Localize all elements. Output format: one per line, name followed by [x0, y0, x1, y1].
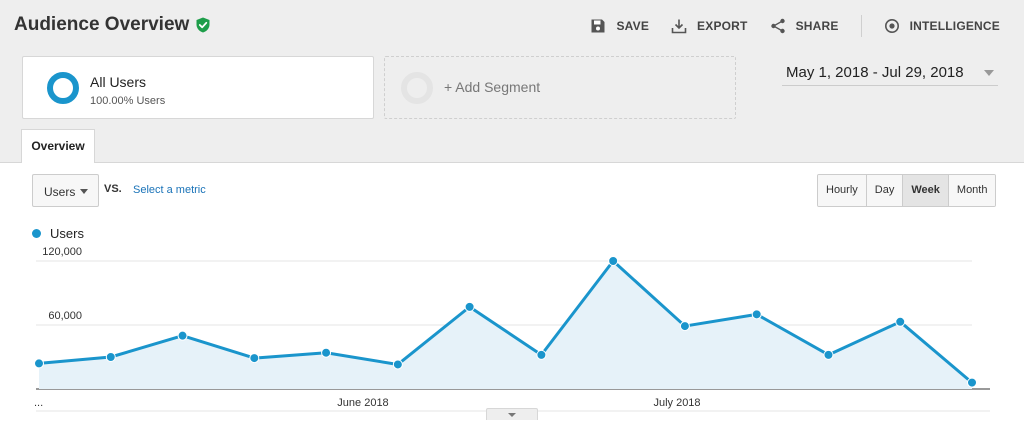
share-icon — [770, 18, 785, 34]
actions-divider — [860, 15, 862, 37]
data-point — [895, 316, 906, 327]
metric-dropdown[interactable]: Users — [32, 174, 99, 207]
share-label: SHARE — [795, 19, 839, 33]
y-tick-label: 120,000 — [42, 246, 82, 258]
granularity-toggle: Hourly Day Week Month — [817, 174, 997, 207]
data-point — [679, 321, 690, 332]
add-segment-label: + Add Segment — [444, 79, 541, 95]
tab-overview[interactable]: Overview — [21, 129, 95, 163]
data-point — [177, 330, 188, 341]
x-tick-label: ... — [34, 397, 43, 409]
export-icon — [671, 19, 687, 34]
y-tick-label: 60,000 — [48, 310, 82, 322]
data-point — [34, 358, 44, 369]
segment-ring-icon — [47, 72, 79, 104]
chevron-down-icon — [984, 70, 994, 76]
export-button[interactable]: EXPORT — [671, 18, 748, 34]
save-icon — [591, 19, 605, 33]
save-button[interactable]: SAVE — [590, 18, 649, 34]
data-point — [105, 352, 116, 362]
granularity-day[interactable]: Day — [865, 175, 903, 206]
data-point — [249, 353, 260, 364]
segment-name: All Users — [90, 74, 147, 90]
users-series-line — [38, 259, 973, 384]
export-label: EXPORT — [697, 19, 748, 33]
intelligence-label: INTELLIGENCE — [909, 19, 1000, 33]
legend-dot — [32, 229, 41, 238]
overview-panel: Users VS. Select a metric Hourly Day Wee… — [0, 162, 1024, 435]
page-title-text: Audience Overview — [14, 14, 190, 35]
share-button[interactable]: SHARE — [770, 18, 839, 34]
data-point — [464, 301, 475, 312]
granularity-month[interactable]: Month — [947, 175, 996, 206]
data-point — [751, 309, 762, 320]
chart-expand-handle[interactable] — [486, 408, 538, 420]
intelligence-icon — [884, 19, 899, 33]
report-actions: SAVE EXPORT SHARE INTELLIGENCE — [568, 15, 1000, 37]
data-point — [823, 349, 834, 360]
page-title: Audience Overview — [14, 14, 211, 36]
vs-label: VS. — [104, 183, 122, 195]
verified-shield-icon — [196, 17, 210, 33]
data-point — [967, 377, 977, 388]
page-header: Audience Overview SAVE EXPORT — [0, 0, 1024, 50]
x-tick-label: July 2018 — [653, 397, 700, 409]
x-tick-label: June 2018 — [337, 397, 388, 409]
select-metric-link[interactable]: Select a metric — [133, 184, 206, 196]
intelligence-button[interactable]: INTELLIGENCE — [884, 18, 1000, 34]
users-line-chart: 60,000 120,000... June 2018 July 2018 — [34, 246, 990, 412]
chart-legend: Users — [32, 226, 84, 241]
data-point — [392, 359, 403, 370]
metric-dropdown-value: Users — [44, 185, 76, 199]
add-segment-button[interactable]: + Add Segment — [384, 56, 736, 119]
expand-arrow-icon — [508, 413, 516, 417]
data-point — [536, 349, 547, 360]
date-range-picker[interactable]: May 1, 2018 - Jul 29, 2018 — [782, 62, 998, 86]
granularity-hourly[interactable]: Hourly — [818, 175, 866, 206]
granularity-week[interactable]: Week — [902, 175, 948, 206]
legend-label: Users — [50, 226, 84, 241]
dropdown-caret-icon — [80, 189, 88, 194]
date-range-text: May 1, 2018 - Jul 29, 2018 — [786, 64, 964, 81]
segment-all-users[interactable]: All Users 100.00% Users — [22, 56, 374, 119]
segment-detail: 100.00% Users — [90, 95, 166, 107]
data-point — [321, 347, 332, 358]
save-label: SAVE — [616, 19, 650, 33]
data-point — [608, 256, 619, 266]
empty-segment-ring-icon — [401, 72, 433, 104]
